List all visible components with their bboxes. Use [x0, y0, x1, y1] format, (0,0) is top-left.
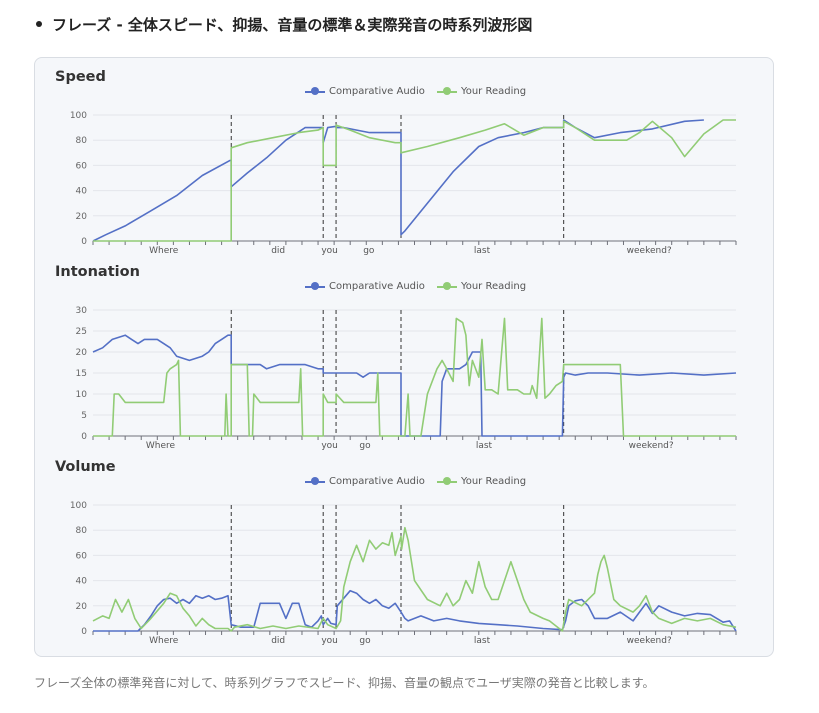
legend-marker-icon [305, 477, 325, 486]
y-tick-label: 30 [76, 306, 88, 316]
bullet-icon [36, 20, 42, 27]
x-word-label: go [363, 246, 375, 256]
y-tick-label: 40 [76, 577, 88, 587]
x-word-label: Where [149, 246, 179, 256]
x-word-label: you [321, 441, 338, 451]
legend-label: Comparative Audio [329, 86, 425, 97]
legend-marker-icon [305, 87, 325, 96]
legend-marker-icon [436, 477, 457, 486]
x-word-label: weekend? [627, 636, 672, 646]
y-tick-label: 0 [81, 627, 87, 637]
series-line-reading [93, 119, 736, 242]
legend-label: Your Reading [460, 86, 527, 97]
y-tick-label: 15 [76, 369, 87, 379]
y-tick-label: 60 [76, 161, 88, 171]
intonation-chart: 0 5 10 15 20 25 30 Where you go last weekend? [76, 306, 737, 451]
legend-item-reading[interactable]: Your Reading [436, 86, 527, 97]
series-line-comparative [92, 119, 704, 242]
volume-legend[interactable]: Comparative Audio Your Reading [305, 476, 526, 487]
y-tick-label: 10 [76, 390, 88, 400]
x-word-label: go [359, 441, 371, 451]
y-tick-label: 20 [76, 602, 88, 612]
legend-item-comparative[interactable]: Comparative Audio [305, 86, 425, 97]
legend-item-reading[interactable]: Your Reading [436, 476, 527, 487]
y-tick-label: 25 [76, 327, 87, 337]
y-tick-label: 0 [81, 432, 87, 442]
intonation-legend[interactable]: Comparative Audio Your Reading [305, 281, 526, 292]
y-tick-label: 0 [81, 237, 87, 247]
caption-text: フレーズ全体の標準発音に対して、時系列グラフでスピード、抑揚、音量の観点でユーザ… [34, 676, 655, 690]
x-word-label: last [474, 636, 491, 646]
y-tick-label: 100 [70, 501, 87, 511]
legend-item-reading[interactable]: Your Reading [436, 281, 527, 292]
y-tick-label: 5 [81, 411, 87, 421]
x-word-label: go [359, 636, 371, 646]
legend-item-comparative[interactable]: Comparative Audio [305, 476, 425, 487]
x-word-label: weekend? [629, 441, 674, 451]
x-word-label: did [271, 246, 285, 256]
intonation-chart-title: Intonation [55, 264, 140, 280]
y-tick-label: 20 [76, 212, 88, 222]
speed-chart: 0 20 40 60 80 100 Where did you go last weekend? [70, 111, 737, 256]
series-line-reading [92, 526, 737, 632]
section-heading-text: フレーズ - 全体スピード、抑揚、音量の標準＆実際発音の時系列波形図 [52, 16, 533, 34]
speed-chart-title: Speed [55, 69, 106, 85]
volume-chart: 0 20 40 60 80 100 Where did you go last weekend? [70, 501, 737, 646]
series-line-comparative [92, 334, 737, 437]
x-word-label: last [476, 441, 493, 451]
x-word-label: Where [146, 441, 176, 451]
x-word-label: did [271, 636, 285, 646]
chart-panel: Speed Comparative Audio Your Reading 0 20… [34, 57, 774, 657]
y-tick-label: 80 [76, 136, 88, 146]
legend-label: Comparative Audio [329, 281, 425, 292]
series-line-comparative [93, 589, 737, 632]
legend-item-comparative[interactable]: Comparative Audio [305, 281, 425, 292]
section-heading: フレーズ - 全体スピード、抑揚、音量の標準＆実際発音の時系列波形図 [36, 14, 532, 35]
legend-marker-icon [436, 282, 457, 291]
series-line-reading [93, 317, 736, 437]
y-tick-label: 80 [76, 526, 88, 536]
y-tick-label: 100 [70, 111, 87, 121]
x-word-label: Where [149, 636, 179, 646]
y-tick-label: 40 [76, 187, 88, 197]
x-word-label: weekend? [627, 246, 672, 256]
legend-marker-icon [305, 282, 325, 291]
legend-label: Your Reading [460, 476, 527, 487]
volume-chart-title: Volume [55, 459, 116, 475]
legend-label: Your Reading [460, 281, 527, 292]
speed-legend[interactable]: Comparative Audio Your Reading [305, 86, 526, 97]
legend-label: Comparative Audio [329, 476, 425, 487]
y-tick-label: 60 [76, 551, 88, 561]
x-word-label: you [321, 246, 338, 256]
y-tick-label: 20 [76, 348, 88, 358]
legend-marker-icon [436, 87, 457, 96]
x-word-label: you [321, 636, 338, 646]
x-word-label: last [474, 246, 491, 256]
